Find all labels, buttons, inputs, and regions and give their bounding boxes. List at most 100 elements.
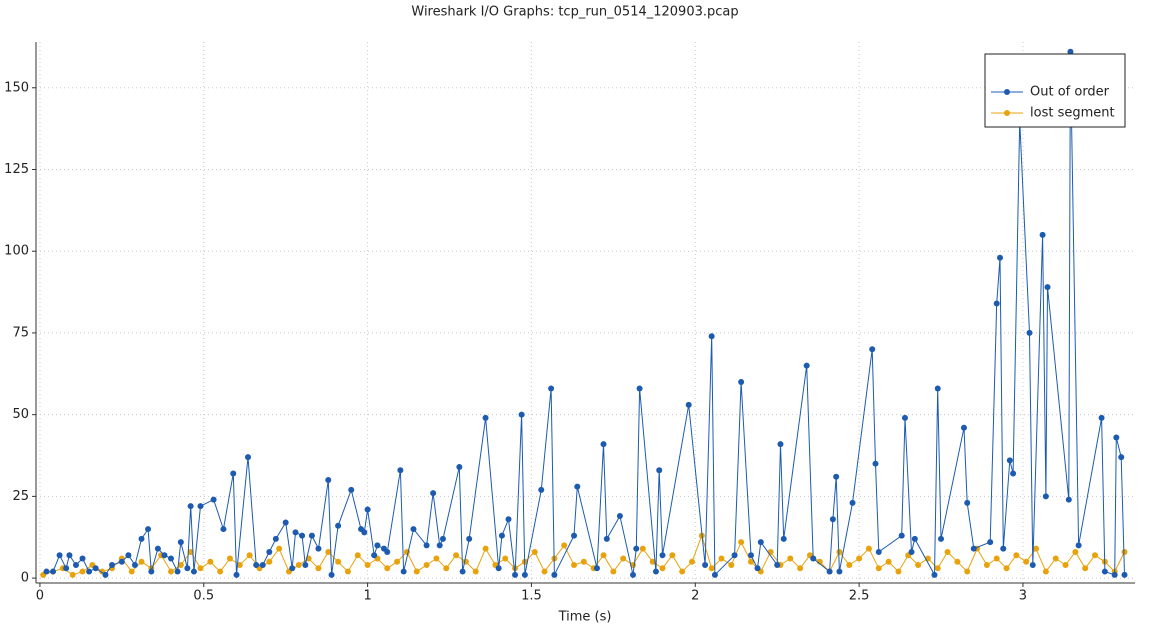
data-point bbox=[161, 552, 168, 559]
data-point bbox=[970, 545, 977, 552]
data-point bbox=[187, 503, 194, 510]
data-point bbox=[1039, 231, 1046, 238]
data-point bbox=[659, 565, 666, 572]
data-point bbox=[177, 539, 184, 546]
data-point bbox=[620, 555, 627, 562]
data-point bbox=[79, 555, 86, 562]
data-point bbox=[633, 545, 640, 552]
data-point bbox=[184, 565, 191, 572]
data-point bbox=[282, 519, 289, 526]
data-point bbox=[911, 535, 918, 542]
data-point bbox=[364, 562, 371, 569]
x-tick-label: 0.5 bbox=[193, 589, 214, 604]
data-point bbox=[1118, 454, 1125, 461]
data-point bbox=[459, 568, 466, 575]
data-point bbox=[371, 552, 378, 559]
data-point bbox=[1026, 329, 1033, 336]
data-point bbox=[708, 565, 715, 572]
data-point bbox=[138, 535, 145, 542]
data-point bbox=[849, 499, 856, 506]
series-line bbox=[46, 51, 1125, 577]
data-point bbox=[603, 535, 610, 542]
data-point bbox=[423, 542, 430, 549]
data-point bbox=[639, 545, 646, 552]
data-point bbox=[548, 385, 555, 392]
data-point bbox=[66, 552, 73, 559]
data-point bbox=[79, 568, 86, 575]
data-point bbox=[551, 571, 558, 578]
series bbox=[40, 532, 1128, 578]
data-point bbox=[1098, 414, 1105, 421]
data-point bbox=[934, 565, 941, 572]
x-tick-label: 0 bbox=[36, 589, 44, 604]
data-point bbox=[439, 535, 446, 542]
data-point bbox=[836, 548, 843, 555]
data-point bbox=[1065, 496, 1072, 503]
data-point bbox=[702, 562, 709, 569]
data-point bbox=[669, 552, 676, 559]
data-point bbox=[299, 532, 306, 539]
x-tick-label: 2.5 bbox=[849, 589, 870, 604]
data-point bbox=[531, 548, 538, 555]
data-point bbox=[397, 467, 404, 474]
data-point bbox=[495, 565, 502, 572]
data-point bbox=[1044, 284, 1051, 291]
data-point bbox=[92, 565, 99, 572]
x-tick-label: 3 bbox=[1019, 589, 1027, 604]
data-point bbox=[636, 385, 643, 392]
data-point bbox=[109, 562, 116, 569]
data-point bbox=[289, 565, 296, 572]
data-point bbox=[384, 565, 391, 572]
data-point bbox=[245, 454, 252, 461]
data-point bbox=[217, 568, 224, 575]
data-point bbox=[1062, 562, 1069, 569]
x-tick-label: 1 bbox=[363, 589, 371, 604]
data-point bbox=[1121, 548, 1128, 555]
data-point bbox=[1006, 457, 1013, 464]
data-point bbox=[1010, 470, 1017, 477]
data-point bbox=[207, 558, 214, 565]
data-point bbox=[521, 571, 528, 578]
data-point bbox=[50, 568, 57, 575]
data-point bbox=[872, 460, 879, 467]
data-point bbox=[600, 552, 607, 559]
data-point bbox=[593, 565, 600, 572]
data-point bbox=[780, 535, 787, 542]
data-point bbox=[43, 568, 50, 575]
data-point bbox=[964, 568, 971, 575]
data-point bbox=[656, 467, 663, 474]
data-point bbox=[954, 558, 961, 565]
data-point bbox=[295, 562, 302, 569]
y-tick-label: 150 bbox=[4, 80, 29, 95]
data-point bbox=[253, 562, 260, 569]
data-point bbox=[856, 555, 863, 562]
data-point bbox=[1113, 434, 1120, 441]
data-point bbox=[443, 565, 450, 572]
data-point bbox=[908, 548, 915, 555]
data-point bbox=[354, 552, 361, 559]
data-point bbox=[1082, 565, 1089, 572]
data-point bbox=[711, 571, 718, 578]
data-point bbox=[413, 568, 420, 575]
y-tick-label: 50 bbox=[12, 407, 29, 422]
chart-title: Wireshark I/O Graphs: tcp_run_0514_12090… bbox=[411, 5, 738, 20]
data-point bbox=[983, 562, 990, 569]
data-point bbox=[423, 562, 430, 569]
data-point bbox=[1013, 552, 1020, 559]
data-point bbox=[718, 555, 725, 562]
data-point bbox=[220, 526, 227, 533]
data-point bbox=[187, 548, 194, 555]
data-point bbox=[197, 503, 204, 510]
data-point bbox=[335, 558, 342, 565]
data-point bbox=[1092, 552, 1099, 559]
y-tick-label: 75 bbox=[12, 325, 29, 340]
data-point bbox=[167, 568, 174, 575]
data-point bbox=[767, 548, 774, 555]
data-point bbox=[829, 516, 836, 523]
y-tick-label: 0 bbox=[21, 571, 29, 586]
data-point bbox=[276, 545, 283, 552]
data-point bbox=[574, 483, 581, 490]
data-point bbox=[685, 401, 692, 408]
y-tick-label: 25 bbox=[12, 489, 29, 504]
